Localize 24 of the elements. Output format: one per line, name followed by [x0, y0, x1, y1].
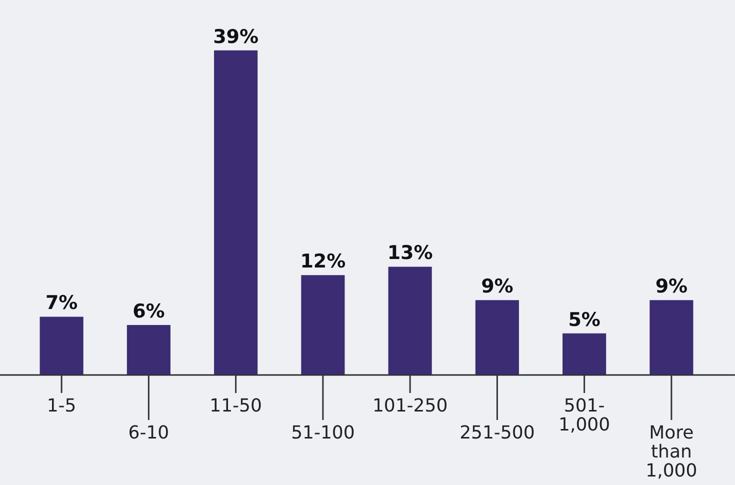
- bar: [214, 50, 258, 375]
- data-label: 9%: [655, 276, 688, 298]
- bar: [650, 300, 694, 375]
- x-tick-label: 1-5: [46, 396, 76, 417]
- x-tick-label: 51-100: [291, 422, 355, 444]
- bar: [388, 266, 432, 375]
- bar: [562, 333, 606, 375]
- x-tick-label: 501-1,000: [558, 396, 610, 436]
- x-tick-label: 6-10: [128, 422, 170, 444]
- bar: [475, 300, 519, 375]
- data-label: 12%: [300, 250, 346, 273]
- x-tick-label: 11-50: [210, 396, 262, 417]
- data-label: 6%: [132, 300, 165, 322]
- data-label: 9%: [481, 276, 514, 298]
- x-tick-label: 251-500: [460, 422, 535, 444]
- data-label: 5%: [568, 308, 600, 331]
- bar: [301, 275, 345, 375]
- data-label: 13%: [387, 242, 433, 264]
- bar: [126, 325, 170, 375]
- data-label: 39%: [213, 26, 259, 48]
- x-tick-label: More than 1,000: [646, 422, 698, 482]
- data-label: 7%: [45, 292, 78, 314]
- bar: [40, 316, 84, 375]
- x-tick-label: 101-250: [372, 396, 448, 417]
